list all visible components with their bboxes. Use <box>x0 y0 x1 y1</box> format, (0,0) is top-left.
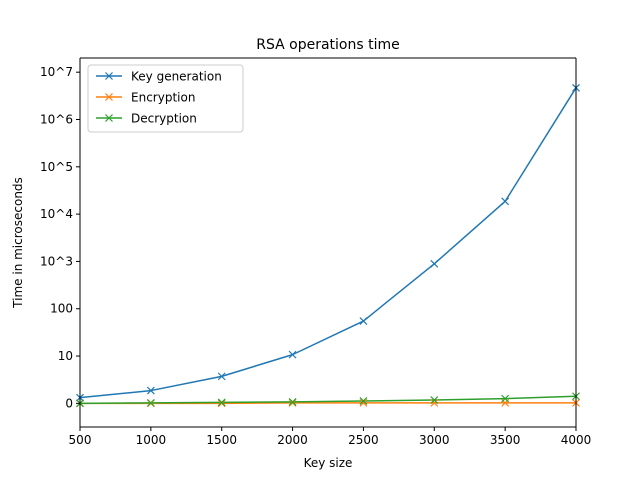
y-tick-label: 0 <box>65 396 73 410</box>
legend-marker <box>105 72 113 80</box>
series-lines <box>79 87 577 405</box>
x-tick-label: 1000 <box>136 433 167 447</box>
y-tick-label: 10^5 <box>40 160 73 174</box>
x-tick-label: 2500 <box>348 433 379 447</box>
data-point <box>288 398 297 406</box>
data-point <box>217 372 226 381</box>
x-tick-label: 500 <box>69 433 92 447</box>
x-tick-label: 1500 <box>206 433 237 447</box>
legend-entries: Key generation Encryption Decryption <box>96 70 222 126</box>
x-axis-label: Key size <box>304 456 353 470</box>
data-point <box>146 386 155 395</box>
legend-marker <box>105 93 113 101</box>
y-axis-ticks: 0 10 100 10^3 10^4 10^5 10^6 10^7 <box>40 65 80 410</box>
data-point <box>501 197 510 206</box>
data-point <box>501 394 510 403</box>
data-point <box>288 350 297 359</box>
series-line-0 <box>79 87 577 399</box>
data-point <box>217 399 226 408</box>
legend-marker <box>105 114 113 122</box>
y-tick-label: 10^6 <box>40 113 73 127</box>
chart-title: RSA operations time <box>256 37 400 53</box>
legend-entry: Encryption <box>96 91 195 105</box>
y-axis-label: Time in microseconds <box>11 177 25 309</box>
legend-label: Decryption <box>131 112 197 126</box>
legend-label: Key generation <box>131 70 222 84</box>
y-tick-label: 10^4 <box>40 207 73 221</box>
data-point <box>288 398 297 407</box>
data-point <box>146 398 155 407</box>
data-point <box>359 317 368 325</box>
legend-entry: Key generation <box>96 70 222 84</box>
y-tick-label: 10 <box>58 349 73 363</box>
x-axis-ticks: 500 1000 1500 2000 2500 3000 3500 4000 <box>69 427 592 447</box>
x-tick-label: 3500 <box>490 433 521 447</box>
data-point <box>430 398 439 407</box>
data-point <box>359 398 368 407</box>
series-line-2 <box>79 395 577 405</box>
data-point <box>359 397 368 405</box>
legend-entry: Decryption <box>96 112 197 126</box>
y-tick-label: 10^3 <box>40 254 73 268</box>
data-point <box>430 396 439 404</box>
legend-box <box>87 64 244 133</box>
data-point <box>430 259 439 268</box>
y-tick-label: 100 <box>50 302 73 316</box>
x-tick-label: 4000 <box>561 433 592 447</box>
legend: Key generation Encryption Decryption <box>87 64 244 133</box>
legend-label: Encryption <box>131 91 195 105</box>
x-tick-label: 3000 <box>419 433 450 447</box>
y-tick-label: 10^7 <box>40 65 73 79</box>
x-tick-label: 2000 <box>277 433 308 447</box>
data-point <box>217 398 226 407</box>
